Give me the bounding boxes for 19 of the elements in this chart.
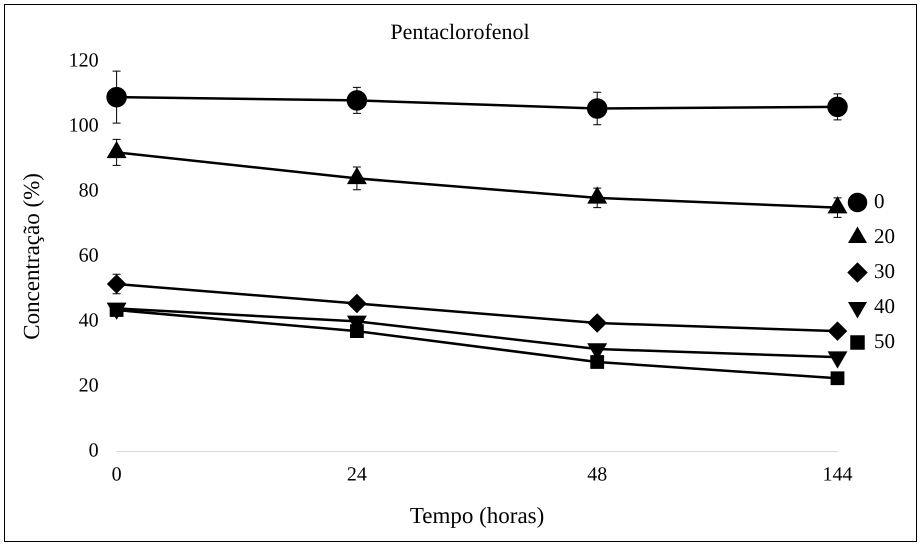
- x-tick-label: 48: [587, 464, 608, 486]
- y-tick-label: 120: [68, 50, 99, 72]
- x-tick-label: 144: [822, 464, 852, 486]
- x-axis-title: Tempo (horas): [410, 503, 544, 528]
- x-tick-label: 0: [112, 464, 122, 486]
- y-tick-label: 80: [78, 180, 99, 202]
- chart-title: Pentaclorofenol: [390, 18, 530, 44]
- y-tick-label: 100: [68, 114, 99, 137]
- legend-label: 50: [874, 329, 895, 354]
- y-tick-label: 20: [78, 374, 99, 397]
- x-tick-label: 24: [346, 464, 367, 486]
- legend-label: 30: [874, 259, 895, 284]
- legend-label: 40: [874, 294, 895, 318]
- y-tick-label: 40: [78, 310, 99, 332]
- legend-label: 0: [874, 189, 884, 214]
- legend-label: 20: [874, 224, 895, 248]
- y-tick-label: 60: [78, 244, 99, 267]
- y-axis-title: Concentração (%): [18, 173, 44, 340]
- y-tick-label: 0: [88, 440, 99, 462]
